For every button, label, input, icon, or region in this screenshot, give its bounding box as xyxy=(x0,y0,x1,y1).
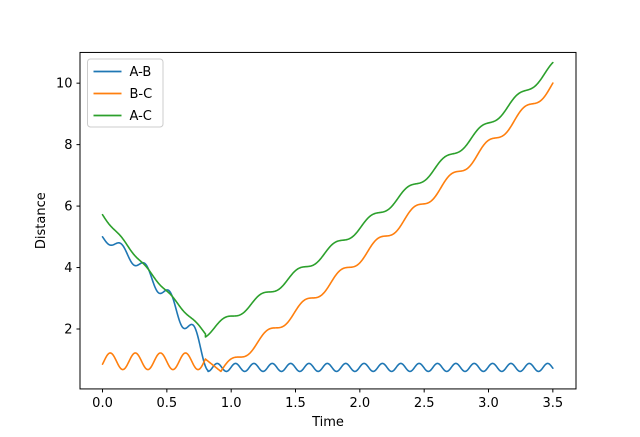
axes-spines xyxy=(79,51,577,390)
legend: A-B B-C A-C xyxy=(87,58,164,128)
legend-label: A-B xyxy=(130,65,152,80)
x-tick-label: 0.5 xyxy=(157,396,178,411)
y-tick-label: 10 xyxy=(56,77,73,92)
series-line-a-c xyxy=(101,61,554,338)
legend-label: A-C xyxy=(130,109,152,124)
y-tick-label: 2 xyxy=(64,323,72,338)
series-line-b-c xyxy=(101,82,554,373)
x-axis-label: Time xyxy=(311,415,344,430)
x-tick-label: 1.0 xyxy=(221,396,242,411)
x-tick-label: 3.0 xyxy=(478,396,499,411)
x-tick-label: 3.5 xyxy=(542,396,563,411)
x-tick-label: 2.5 xyxy=(414,396,435,411)
y-tick-label: 4 xyxy=(64,261,72,276)
x-tick-label: 1.5 xyxy=(285,396,306,411)
legend-box xyxy=(87,58,164,128)
y-tick-label: 6 xyxy=(64,200,72,215)
y-axis-label: Distance xyxy=(34,192,49,249)
legend-label: B-C xyxy=(130,87,153,102)
y-tick-label: 8 xyxy=(64,138,72,153)
x-tick-label: 0.0 xyxy=(92,396,113,411)
x-tick-label: 2.0 xyxy=(350,396,371,411)
series-line-a-b xyxy=(101,236,554,373)
